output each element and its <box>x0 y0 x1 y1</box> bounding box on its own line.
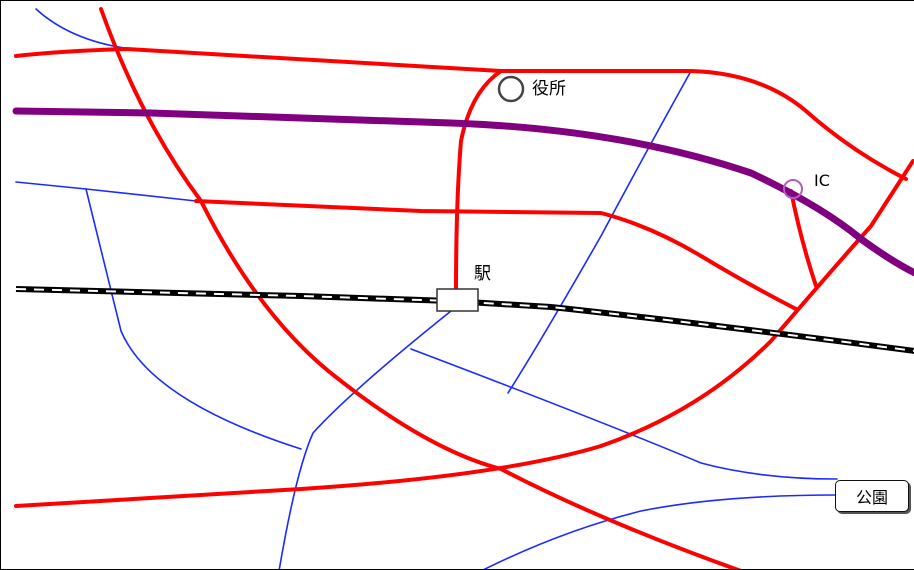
minor-road-ne-diagonal <box>507 70 692 394</box>
city-office-label: 役所 <box>532 79 566 99</box>
railway <box>15 286 914 354</box>
interchange-label: IC <box>814 171 830 190</box>
park-label-box: 公園 <box>835 480 909 512</box>
main-roads <box>14 7 914 569</box>
minor-road-east-lower <box>410 348 838 480</box>
station-label: 駅 <box>474 264 491 284</box>
main-road-ic-spur <box>789 189 818 288</box>
minor-road-nw <box>35 8 132 50</box>
park-label: 公園 <box>855 488 888 507</box>
minor-road-west-upper <box>15 181 197 202</box>
main-road-south-arc <box>14 159 914 508</box>
circle-icon <box>497 75 525 103</box>
minor-road-station-sw <box>278 310 452 569</box>
main-road-diagonal-west <box>99 7 742 569</box>
interchange-icon <box>783 179 803 199</box>
minor-road-south-east <box>483 494 838 569</box>
station-box-icon <box>436 288 479 312</box>
minor-roads <box>15 8 838 569</box>
expressway <box>12 107 914 277</box>
main-road-middle <box>194 199 798 311</box>
main-road-office-spur <box>454 69 503 293</box>
minor-road-west-curve <box>85 188 302 450</box>
main-road-north <box>14 47 908 181</box>
